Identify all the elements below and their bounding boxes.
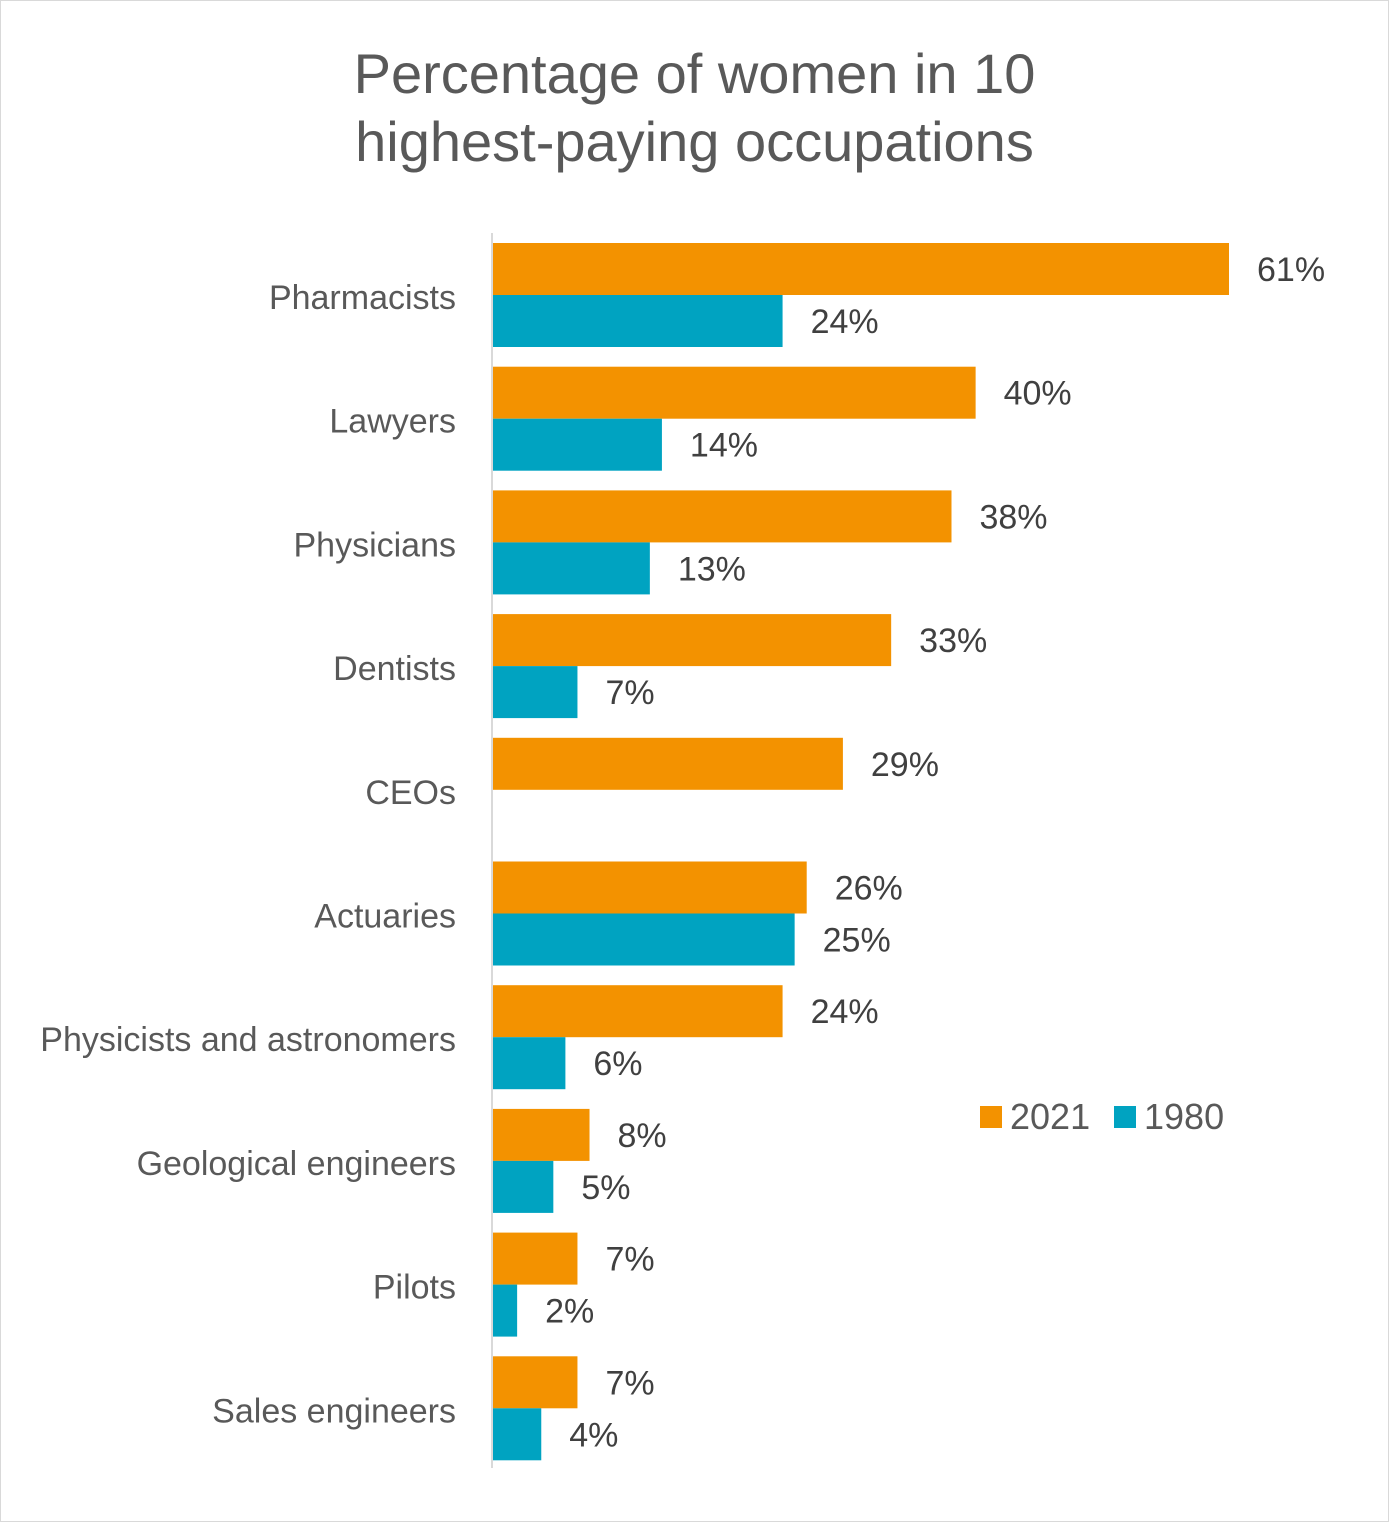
category-label-pharmacists: Pharmacists [269, 279, 456, 317]
bar-1980-geological-engineers [493, 1160, 554, 1213]
bar-1980-lawyers [493, 418, 662, 471]
category-label-sales-engineers: Sales engineers [212, 1392, 456, 1430]
bar-1980-pharmacists [493, 295, 783, 347]
bar-1980-pilots [493, 1284, 518, 1337]
bar-2021-pharmacists [493, 243, 1229, 295]
data-label-1980-dentists: 7% [605, 674, 654, 712]
bar-1980-physicists-and-astronomers [493, 1037, 566, 1090]
data-label-2021-dentists: 33% [919, 622, 987, 660]
category-label-physicists-and-astronomers: Physicists and astronomers [40, 1021, 456, 1059]
data-label-1980-physicists-and-astronomers: 6% [593, 1045, 642, 1083]
bar-1980-actuaries [493, 913, 795, 966]
bar-2021-physicians [493, 490, 952, 543]
data-label-1980-pilots: 2% [545, 1293, 594, 1331]
data-label-1980-sales-engineers: 4% [569, 1416, 618, 1454]
category-label-physicians: Physicians [293, 526, 456, 564]
data-label-1980-pharmacists: 24% [811, 303, 879, 341]
bar-2021-physicists-and-astronomers [493, 985, 783, 1038]
category-label-ceos: CEOs [365, 774, 456, 812]
bar-2021-sales-engineers [493, 1356, 578, 1409]
bar-2021-lawyers [493, 366, 976, 419]
bar-2021-pilots [493, 1232, 578, 1285]
data-label-2021-actuaries: 26% [835, 870, 903, 908]
data-label-2021-sales-engineers: 7% [605, 1364, 654, 1402]
data-label-2021-pharmacists: 61% [1257, 251, 1325, 289]
legend-swatch-1980 [1114, 1106, 1136, 1128]
category-label-geological-engineers: Geological engineers [137, 1145, 456, 1183]
data-label-2021-physicians: 38% [979, 498, 1047, 536]
bar-2021-geological-engineers [493, 1108, 590, 1161]
bar-1980-physicians [493, 542, 650, 595]
chart-title-line-2: highest-paying occupations [355, 110, 1034, 173]
legend: 2021 1980 [980, 1096, 1224, 1137]
legend-swatch-2021 [980, 1106, 1002, 1128]
data-label-1980-physicians: 13% [678, 550, 746, 588]
data-label-2021-physicists-and-astronomers: 24% [811, 993, 879, 1031]
bar-1980-sales-engineers [493, 1408, 542, 1461]
data-label-2021-ceos: 29% [871, 746, 939, 784]
data-label-1980-geological-engineers: 5% [581, 1169, 630, 1207]
bar-2021-dentists [493, 614, 892, 667]
category-labels-group: Pharmacists Lawyers Physicians Dentists CEOs… [40, 279, 456, 1430]
bar-2021-ceos [493, 737, 843, 790]
data-label-1980-actuaries: 25% [823, 922, 891, 960]
category-label-pilots: Pilots [373, 1269, 456, 1307]
data-label-2021-geological-engineers: 8% [618, 1117, 667, 1155]
legend-label-1980: 1980 [1144, 1096, 1224, 1137]
bar-2021-actuaries [493, 861, 807, 914]
data-label-2021-lawyers: 40% [1004, 375, 1072, 413]
category-label-actuaries: Actuaries [314, 898, 456, 936]
bar-1980-dentists [493, 666, 578, 719]
chart-title-line-1: Percentage of women in 10 [353, 42, 1036, 105]
data-label-2021-pilots: 7% [605, 1241, 654, 1279]
bars-group: 61% 24% 40% 14% 38% 13% 33% 7% 29% 26% 25% 24% 6% 8% 5… [493, 243, 1325, 1461]
legend-label-2021: 2021 [1010, 1096, 1090, 1137]
category-label-lawyers: Lawyers [329, 403, 456, 441]
category-label-dentists: Dentists [333, 650, 456, 688]
data-label-1980-lawyers: 14% [690, 427, 758, 465]
chart-title: Percentage of women in 10 highest-paying… [0, 40, 1389, 176]
